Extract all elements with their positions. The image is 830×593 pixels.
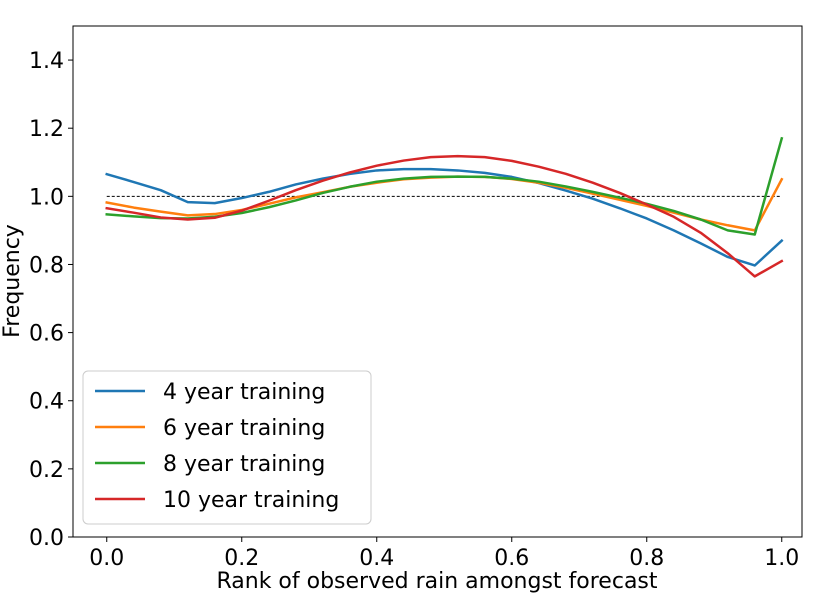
y-tick-label: 0.6 [29,322,64,347]
y-axis: 0.0 0.2 0.4 0.6 0.8 1.0 1.2 1.4 [29,49,73,551]
x-tick-label: 0.4 [359,546,394,571]
series-line-4 [105,154,784,278]
y-tick-label: 0.2 [29,458,64,483]
x-tick-label: 0.2 [224,546,259,571]
series-line-1 [105,167,784,267]
legend-label-1: 4 year training [163,380,325,405]
y-tick-label: 0.0 [29,526,64,551]
x-axis: 0.0 0.2 0.4 0.6 0.8 1.0 [89,537,799,571]
x-tick-label: 0.8 [629,546,664,571]
plot-area [105,136,784,278]
x-axis-label: Rank of observed rain amongst forecast [216,569,657,593]
x-tick-label: 1.0 [764,546,799,571]
y-tick-label: 0.4 [29,390,64,415]
y-axis-label: Frequency [0,224,25,338]
y-tick-label: 1.2 [29,117,64,142]
x-tick-label: 0.6 [494,546,529,571]
legend-box [82,370,372,525]
x-tick-label: 0.0 [89,546,124,571]
axes-frame [72,25,803,538]
legend-label-2: 6 year training [163,416,325,441]
legend-label-3: 8 year training [163,452,325,477]
legend: 4 year training 6 year training 8 year tra… [82,370,372,525]
y-tick-label: 0.8 [29,253,64,278]
legend-label-4: 10 year training [163,488,339,513]
y-tick-label: 1.4 [29,49,64,74]
y-tick-label: 1.0 [29,185,64,210]
